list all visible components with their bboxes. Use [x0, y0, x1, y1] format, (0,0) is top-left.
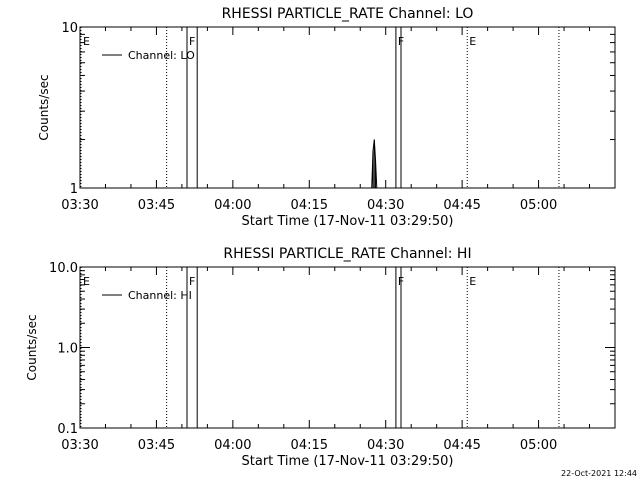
y-tick-label: 10 — [61, 21, 78, 36]
x-tick-label: 05:00 — [520, 438, 557, 453]
x-tick-label: 04:15 — [291, 438, 328, 453]
x-tick-label: 04:00 — [214, 198, 251, 213]
y-tick-label: 10.0 — [49, 261, 78, 276]
event-marker-label: E — [83, 275, 90, 288]
x-tick-label: 03:45 — [138, 198, 175, 213]
legend-label: Channel: HI — [128, 289, 192, 302]
x-tick-label: 03:45 — [138, 438, 175, 453]
x-tick-label: 03:30 — [61, 438, 98, 453]
x-tick-label: 04:30 — [367, 198, 404, 213]
x-tick-label: 04:45 — [443, 438, 480, 453]
chart-title: RHESSI PARTICLE_RATE Channel: LO — [222, 6, 474, 22]
y-tick-label: 1.0 — [57, 342, 78, 357]
x-tick-label: 04:00 — [214, 438, 251, 453]
y-axis-label: Counts/sec — [37, 74, 51, 140]
plot-frame — [79, 26, 616, 189]
event-marker-label: E — [469, 275, 476, 288]
x-axis-label: Start Time (17-Nov-11 03:29:50) — [242, 454, 454, 469]
x-tick-label: 04:45 — [443, 198, 480, 213]
event-marker-label: F — [189, 275, 195, 288]
x-tick-label: 03:30 — [61, 198, 98, 213]
legend-label: Channel: LO — [128, 49, 195, 62]
x-axis-label: Start Time (17-Nov-11 03:29:50) — [242, 214, 454, 229]
x-tick-label: 05:00 — [520, 198, 557, 213]
y-axis-label: Counts/sec — [25, 314, 39, 380]
event-marker-label: F — [189, 35, 195, 48]
x-tick-label: 04:30 — [367, 438, 404, 453]
x-tick-label: 04:15 — [291, 198, 328, 213]
event-marker-label: E — [83, 35, 90, 48]
event-marker-label: E — [469, 35, 476, 48]
chart-title: RHESSI PARTICLE_RATE Channel: HI — [223, 246, 471, 262]
y-tick-label: 0.1 — [57, 422, 78, 437]
y-tick-label: 1 — [70, 182, 78, 197]
footer-timestamp: 22-Oct-2021 12:44 — [561, 469, 637, 478]
